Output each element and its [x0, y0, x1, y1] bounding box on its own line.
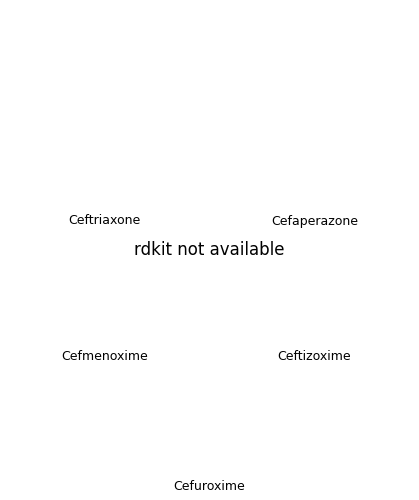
Text: Cefuroxime: Cefuroxime [173, 480, 246, 492]
Text: Ceftizoxime: Ceftizoxime [277, 350, 351, 362]
Text: Ceftriaxone: Ceftriaxone [69, 214, 141, 228]
Text: Cefaperazone: Cefaperazone [271, 214, 358, 228]
Text: rdkit not available: rdkit not available [134, 241, 285, 259]
Text: Cefmenoxime: Cefmenoxime [61, 350, 148, 362]
